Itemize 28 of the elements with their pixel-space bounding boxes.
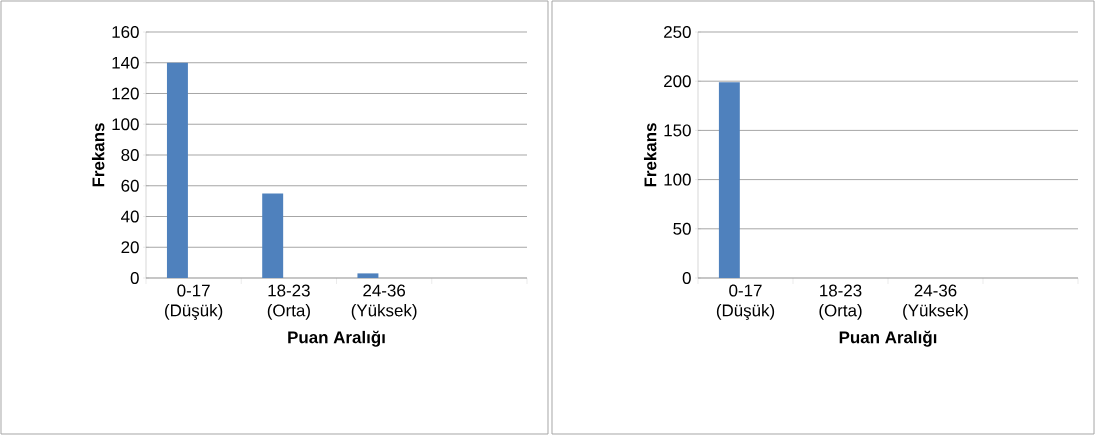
bar: [357, 273, 379, 278]
x-axis-title: Puan Aralığı: [288, 330, 385, 347]
y-tick-label: 40: [121, 210, 139, 223]
bar: [166, 62, 188, 278]
y-axis-title: Frekans: [91, 123, 105, 187]
x-tick-label: 18-23 (Orta): [819, 284, 862, 320]
y-tick-label: 60: [121, 179, 139, 192]
x-tick-label: 24-36 (Yüksek): [351, 284, 417, 320]
x-tick-label: 24-36 (Yüksek): [903, 284, 968, 320]
x-tick-label: 0-17 (Düşük): [716, 284, 775, 320]
y-tick-label: 150: [664, 124, 691, 137]
x-tick-label: 0-17 (Düşük): [165, 284, 223, 320]
y-tick-label: 120: [112, 87, 139, 100]
y-tick-label: 80: [121, 149, 139, 161]
bar: [262, 193, 284, 278]
y-tick-label: 140: [112, 56, 139, 69]
x-tick-label: 18-23 (Orta): [267, 284, 310, 320]
y-tick-label: 0: [130, 272, 139, 284]
y-tick-label: 160: [112, 26, 139, 38]
y-tick-label: 20: [121, 241, 139, 254]
y-tick-label: 50: [673, 222, 691, 235]
y-tick-label: 100: [664, 173, 691, 186]
y-tick-label: 100: [112, 118, 139, 131]
y-tick-label: 250: [664, 26, 691, 38]
x-axis-title: Puan Aralığı: [839, 330, 937, 347]
y-axis-title: Frekans: [643, 123, 657, 187]
y-tick-label: 0: [682, 272, 691, 284]
y-tick-label: 200: [664, 75, 691, 88]
